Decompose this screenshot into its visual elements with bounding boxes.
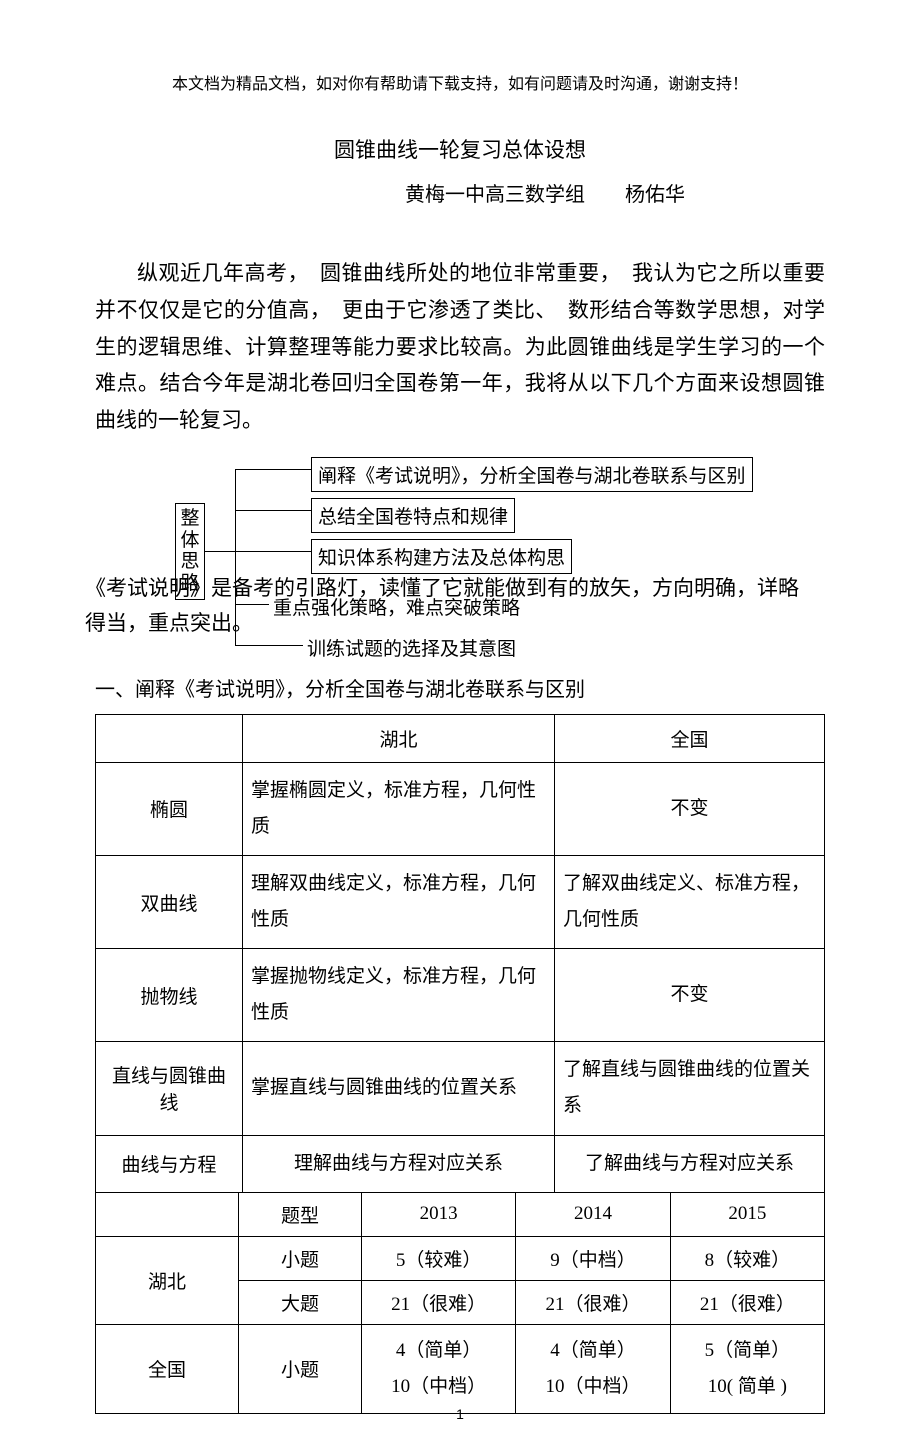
table-row: 全国 小题 4（简单）10（中档） 4（简单）10（中档） 5（简单）10( 简… [96, 1324, 825, 1413]
intro-paragraph: 纵观近几年高考， 圆锥曲线所处的地位非常重要， 我认为它之所以重要并不仅仅是它的… [95, 255, 825, 439]
table-cell: 小题 [239, 1236, 362, 1280]
table-cell: 21（很难） [670, 1280, 824, 1324]
table-header-cell: 题型 [239, 1192, 362, 1236]
flowchart: 整体思路 阐释《考试说明》，分析全国卷与湖北卷联系与区别 总结全国卷特点和规律 … [95, 457, 825, 667]
table-cell: 了解双曲线定义、标准方程，几何性质 [555, 855, 825, 948]
table-cell: 不变 [555, 762, 825, 855]
table-cell: 大题 [239, 1280, 362, 1324]
table-header-cell [96, 714, 243, 762]
section-1-heading: 一、阐释《考试说明》，分析全国卷与湖北卷联系与区别 [95, 673, 825, 708]
table-cell: 理解曲线与方程对应关系 [243, 1135, 555, 1192]
table-cell: 8（较难） [670, 1236, 824, 1280]
table-cell: 湖北 [96, 1236, 239, 1324]
table-cell: 21（很难） [362, 1280, 516, 1324]
table-header-cell: 全国 [555, 714, 825, 762]
table-cell: 理解双曲线定义，标准方程，几何性质 [243, 855, 555, 948]
page-number: 1 [0, 1406, 920, 1422]
table-cell: 曲线与方程 [96, 1135, 243, 1192]
byline: 黄梅一中高三数学组 杨佑华 [95, 178, 825, 207]
flow-item: 总结全国卷特点和规律 [311, 498, 515, 533]
table-cell: 双曲线 [96, 855, 243, 948]
flow-branch [235, 510, 311, 511]
top-banner: 本文档为精品文档，如对你有帮助请下载支持，如有问题请及时沟通，谢谢支持！ [95, 70, 825, 94]
table-cell: 了解直线与圆锥曲线的位置关系 [555, 1042, 825, 1135]
table-row: 题型 2013 2014 2015 [96, 1192, 825, 1236]
table-header-cell: 2014 [516, 1192, 670, 1236]
table-header-cell: 2015 [670, 1192, 824, 1236]
table-header-cell: 2013 [362, 1192, 516, 1236]
flow-item: 知识体系构建方法及总体构思 [311, 539, 572, 574]
table-cell: 了解曲线与方程对应关系 [555, 1135, 825, 1192]
table-row: 曲线与方程 理解曲线与方程对应关系 了解曲线与方程对应关系 [96, 1135, 825, 1192]
flow-item: 阐释《考试说明》，分析全国卷与湖北卷联系与区别 [311, 457, 753, 492]
flow-branch [235, 551, 311, 552]
comparison-table: 湖北 全国 椭圆 掌握椭圆定义，标准方程，几何性质 不变 双曲线 理解双曲线定义… [95, 714, 825, 1193]
table-cell: 直线与圆锥曲线 [96, 1042, 243, 1135]
table-row: 椭圆 掌握椭圆定义，标准方程，几何性质 不变 [96, 762, 825, 855]
flow-connector [204, 551, 236, 552]
table-row: 抛物线 掌握抛物线定义，标准方程，几何性质 不变 [96, 949, 825, 1042]
table-row: 双曲线 理解双曲线定义，标准方程，几何性质 了解双曲线定义、标准方程，几何性质 [96, 855, 825, 948]
table-row: 湖北 小题 5（较难） 9（中档） 8（较难） [96, 1236, 825, 1280]
table-cell: 掌握椭圆定义，标准方程，几何性质 [243, 762, 555, 855]
table-cell: 不变 [555, 949, 825, 1042]
doc-title: 圆锥曲线一轮复习总体设想 [95, 134, 825, 164]
table-cell: 5（简单）10( 简单 ) [670, 1324, 824, 1413]
table-cell: 9（中档） [516, 1236, 670, 1280]
table-cell: 21（很难） [516, 1280, 670, 1324]
table-header-cell [96, 1192, 239, 1236]
table-cell: 小题 [239, 1324, 362, 1413]
document-page: 本文档为精品文档，如对你有帮助请下载支持，如有问题请及时沟通，谢谢支持！ 圆锥曲… [0, 0, 920, 1444]
table-cell: 4（简单）10（中档） [516, 1324, 670, 1413]
flow-branch [235, 469, 311, 470]
table-cell: 5（较难） [362, 1236, 516, 1280]
flow-branch [235, 645, 303, 646]
table-cell: 4（简单）10（中档） [362, 1324, 516, 1413]
overlay-paragraph: 《考试说明》是备考的引路灯，读懂了它就能做到有的放矢，方向明确，详略得当，重点突… [85, 571, 815, 642]
table-cell: 全国 [96, 1324, 239, 1413]
table-header-cell: 湖北 [243, 714, 555, 762]
table-cell: 掌握抛物线定义，标准方程，几何性质 [243, 949, 555, 1042]
table-cell: 抛物线 [96, 949, 243, 1042]
table-row: 湖北 全国 [96, 714, 825, 762]
table-cell: 掌握直线与圆锥曲线的位置关系 [243, 1042, 555, 1135]
table-row: 直线与圆锥曲线 掌握直线与圆锥曲线的位置关系 了解直线与圆锥曲线的位置关系 [96, 1042, 825, 1135]
table-cell: 椭圆 [96, 762, 243, 855]
